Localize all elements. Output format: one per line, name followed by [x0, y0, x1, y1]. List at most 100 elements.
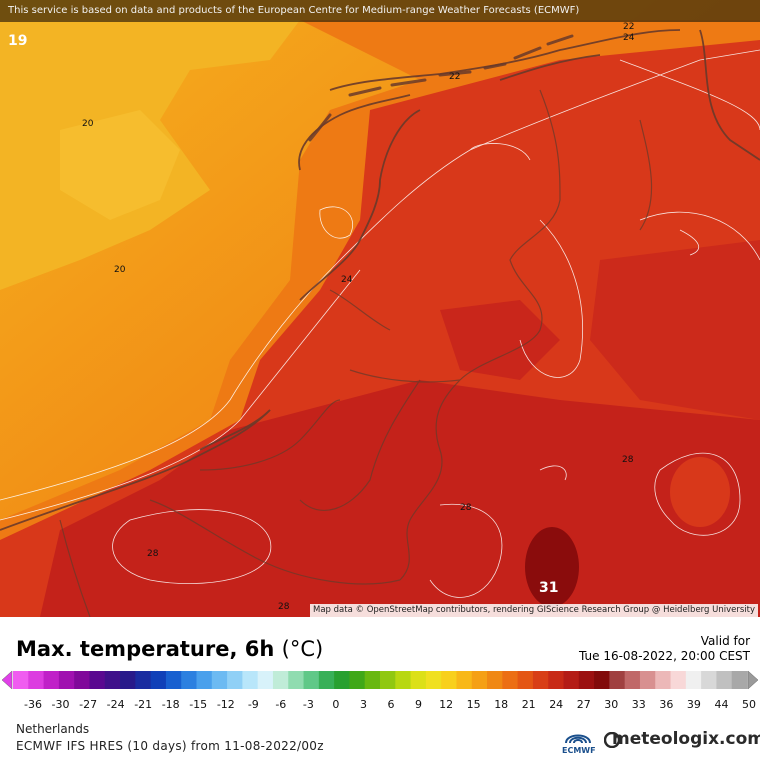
scale-bin — [624, 671, 641, 689]
scale-bin — [43, 671, 60, 689]
data-source-banner: This service is based on data and produc… — [0, 0, 760, 22]
meteologix-logo-icon — [604, 732, 620, 748]
title-unit: (°C) — [281, 637, 324, 661]
scale-bin — [441, 671, 457, 689]
scale-tick-label: 36 — [659, 698, 673, 711]
scale-bin — [487, 671, 503, 689]
scale-bin — [58, 671, 75, 689]
hot-east — [590, 240, 760, 420]
scale-bin — [731, 671, 748, 689]
scale-tick-label: 21 — [522, 698, 536, 711]
scale-bin — [196, 671, 213, 689]
scale-bin — [517, 671, 534, 689]
scale-tick-label: 24 — [549, 698, 563, 711]
scale-bin — [318, 671, 335, 689]
scale-bin — [181, 671, 197, 689]
scale-bin — [28, 671, 45, 689]
scale-bin — [685, 671, 702, 689]
scale-bin — [13, 671, 29, 689]
scale-bin — [257, 671, 274, 689]
scale-tick-label: 30 — [604, 698, 618, 711]
scale-bin — [395, 671, 412, 689]
model-run: ECMWF IFS HRES (10 days) from 11-08-2022… — [16, 739, 324, 753]
scale-bin — [150, 671, 167, 689]
scale-tick-label: -3 — [303, 698, 314, 711]
cool-core — [60, 110, 180, 220]
scale-bin — [502, 671, 519, 689]
cooler-hill — [670, 457, 730, 527]
scale-bin — [272, 671, 289, 689]
scale-bin — [532, 671, 549, 689]
scale-tick-label: -36 — [24, 698, 42, 711]
map-title: Max. temperature, 6h (°C) — [16, 637, 323, 661]
scale-bin — [227, 671, 243, 689]
temperature-map[interactable]: This service is based on data and produc… — [0, 0, 760, 617]
scale-arrow-left-icon — [1, 670, 13, 690]
islands — [308, 34, 574, 142]
scale-bin — [380, 671, 396, 689]
scale-tick-label: -21 — [134, 698, 152, 711]
scale-bin — [364, 671, 381, 689]
scale-tick-label: 50 — [742, 698, 756, 711]
map-attribution[interactable]: Map data © OpenStreetMap contributors, r… — [310, 604, 758, 617]
temperature-peak — [525, 527, 579, 607]
scale-ticks: -36 -30 -27 -24 -21 -18 -15 -12 -9 -6 -3 0 3 6 9 12 15 18… — [24, 698, 756, 711]
scale-bin — [609, 671, 626, 689]
valid-time: Tue 16-08-2022, 20:00 CEST — [579, 649, 750, 663]
scale-bin — [165, 671, 182, 689]
scale-bin — [716, 671, 733, 689]
scale-tick-label: 18 — [494, 698, 508, 711]
scale-tick-label: -6 — [275, 698, 286, 711]
scale-bin — [349, 671, 366, 689]
scale-bin — [594, 671, 610, 689]
scale-bin — [639, 671, 656, 689]
scale-bin — [120, 671, 136, 689]
map-canvas — [0, 0, 760, 617]
brand-logo[interactable]: meteologix.com — [612, 729, 760, 749]
scale-tick-label: -30 — [52, 698, 70, 711]
scale-tick-label: -18 — [162, 698, 180, 711]
isotherms — [0, 49, 760, 598]
ecmwf-logo-text: ECMWF — [562, 746, 596, 755]
scale-bin — [211, 671, 228, 689]
valid-label: Valid for — [700, 634, 750, 648]
scale-tick-label: 39 — [687, 698, 701, 711]
scale-tick-label: 6 — [388, 698, 395, 711]
scale-tick-label: -24 — [107, 698, 125, 711]
scale-bin — [655, 671, 672, 689]
region-name: Netherlands — [16, 722, 90, 736]
scale-bin — [74, 671, 90, 689]
scale-bin — [701, 671, 717, 689]
scale-bin — [578, 671, 595, 689]
scale-bin — [89, 671, 106, 689]
scale-tick-label: 15 — [467, 698, 481, 711]
scale-tick-label: 3 — [360, 698, 367, 711]
scale-bin — [288, 671, 305, 689]
scale-bin — [471, 671, 488, 689]
scale-bin — [303, 671, 320, 689]
borders — [59, 89, 653, 617]
scale-bin — [334, 671, 350, 689]
scale-bin — [548, 671, 564, 689]
scale-bin — [104, 671, 121, 689]
scale-bins — [13, 671, 748, 689]
scale-bin — [456, 671, 473, 689]
scale-tick-label: 9 — [415, 698, 422, 711]
ecmwf-logo-icon — [565, 734, 591, 744]
scale-tick-label: 0 — [332, 698, 339, 711]
scale-tick-label: 33 — [632, 698, 646, 711]
scale-tick-label: -12 — [217, 698, 235, 711]
scale-tick-label: 12 — [439, 698, 453, 711]
color-scale: -36 -30 -27 -24 -21 -18 -15 -12 -9 -6 -3 0 3 6 9 12 15 18… — [1, 670, 759, 711]
scale-tick-label: -9 — [248, 698, 259, 711]
scale-tick-label: 27 — [577, 698, 591, 711]
title-text: Max. temperature, 6h — [16, 637, 275, 661]
scale-tick-label: -27 — [79, 698, 97, 711]
scale-tick-label: -15 — [189, 698, 207, 711]
scale-arrow-right-icon — [747, 670, 759, 690]
scale-bin — [135, 671, 152, 689]
scale-bin — [410, 671, 427, 689]
scale-bin — [242, 671, 259, 689]
hot-pocket — [440, 300, 560, 380]
scale-bin — [563, 671, 580, 689]
